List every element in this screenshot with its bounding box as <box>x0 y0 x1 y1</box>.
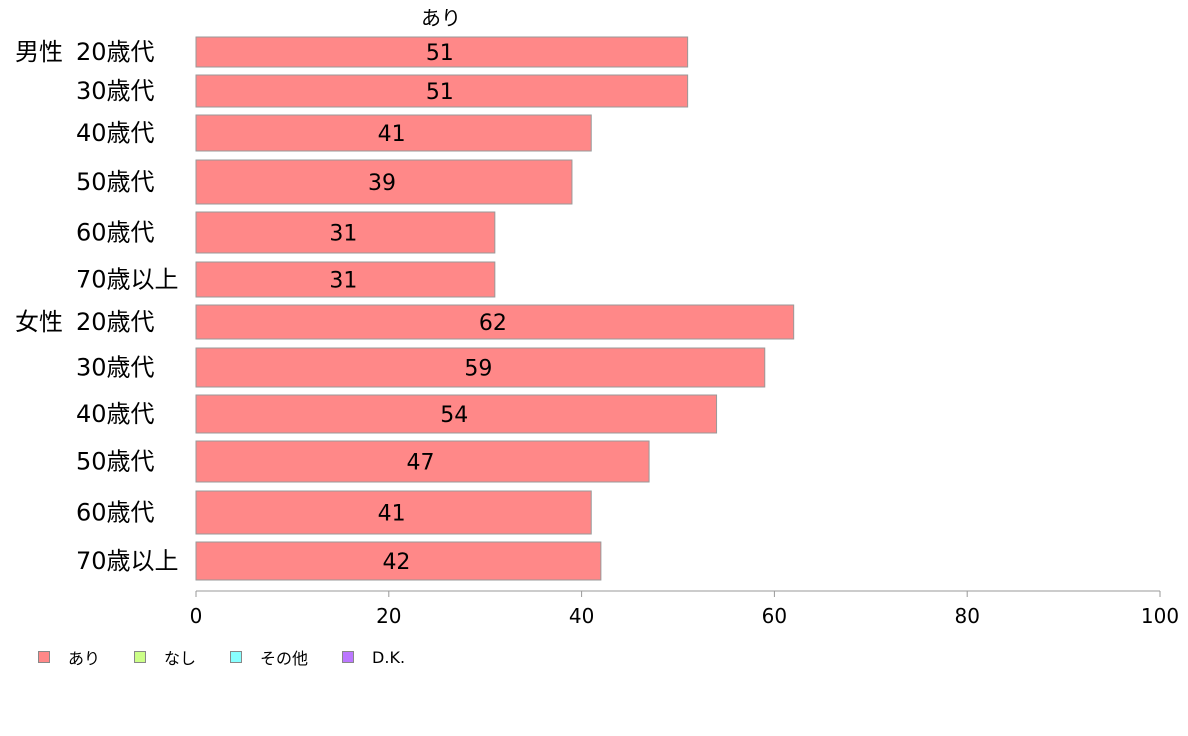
legend-swatch-nashi <box>134 651 147 663</box>
category-label: 20歳代 <box>76 308 155 336</box>
bar <box>195 211 496 254</box>
data-label: 31 <box>329 222 357 247</box>
category-label: 60歳代 <box>76 499 155 527</box>
category-label: 50歳代 <box>76 168 155 196</box>
legend-label-nashi: なし <box>164 649 197 668</box>
data-label: 39 <box>368 171 396 196</box>
bar <box>195 440 650 483</box>
category-label: 70歳以上 <box>76 266 179 294</box>
data-label: 62 <box>479 311 507 336</box>
category-label: 70歳以上 <box>76 547 179 575</box>
category-label: 50歳代 <box>76 448 155 476</box>
data-label: 51 <box>426 41 454 66</box>
chart-title: あり <box>421 6 461 30</box>
legend-item-nashi[interactable]: なし <box>134 645 196 669</box>
category-label: 20歳代 <box>76 38 155 66</box>
data-label: 59 <box>464 357 492 382</box>
data-label: 47 <box>407 451 435 476</box>
legend-label-sonota: その他 <box>260 649 309 668</box>
group-label: 男性 <box>15 38 63 66</box>
x-tick-label: 80 <box>954 604 979 628</box>
data-label: 42 <box>382 550 410 575</box>
x-axis: 0 20 40 60 80 100 <box>190 590 1179 628</box>
data-label: 51 <box>426 80 454 105</box>
group-label: 女性 <box>15 308 63 336</box>
category-label: 40歳代 <box>76 119 155 147</box>
legend: あり なし その他 D.K. <box>38 645 439 669</box>
category-label: 30歳代 <box>76 354 155 382</box>
data-label: 41 <box>378 502 406 527</box>
bar <box>195 36 689 68</box>
category-label: 60歳代 <box>76 219 155 247</box>
x-tick-label: 40 <box>569 604 594 628</box>
bar <box>195 304 795 340</box>
legend-label-ari: あり <box>68 649 101 668</box>
data-label: 31 <box>329 269 357 294</box>
bar <box>195 394 718 434</box>
legend-swatch-sonota <box>230 651 243 663</box>
category-label: 40歳代 <box>76 400 155 428</box>
legend-item-sonota[interactable]: その他 <box>230 645 308 669</box>
y-axis-labels: 20歳代男性30歳代40歳代50歳代60歳代70歳以上20歳代女性30歳代40歳… <box>15 38 179 575</box>
bar <box>195 74 689 108</box>
legend-item-ari[interactable]: あり <box>38 645 100 669</box>
category-label: 30歳代 <box>76 77 155 105</box>
data-label: 54 <box>440 403 468 428</box>
x-tick-label: 20 <box>376 604 401 628</box>
bar <box>195 159 573 205</box>
legend-swatch-ari <box>38 651 50 663</box>
bar <box>195 261 496 298</box>
bar <box>195 114 592 152</box>
x-tick-label: 60 <box>762 604 787 628</box>
bar <box>195 347 766 388</box>
legend-label-dk: D.K. <box>372 647 406 667</box>
x-tick-label: 0 <box>190 604 203 628</box>
legend-swatch-dk <box>342 651 355 663</box>
legend-item-dk[interactable]: D.K. <box>342 648 405 667</box>
x-tick-label: 100 <box>1141 604 1179 628</box>
bar <box>195 490 592 535</box>
data-label: 41 <box>378 122 406 147</box>
bar <box>195 541 602 581</box>
